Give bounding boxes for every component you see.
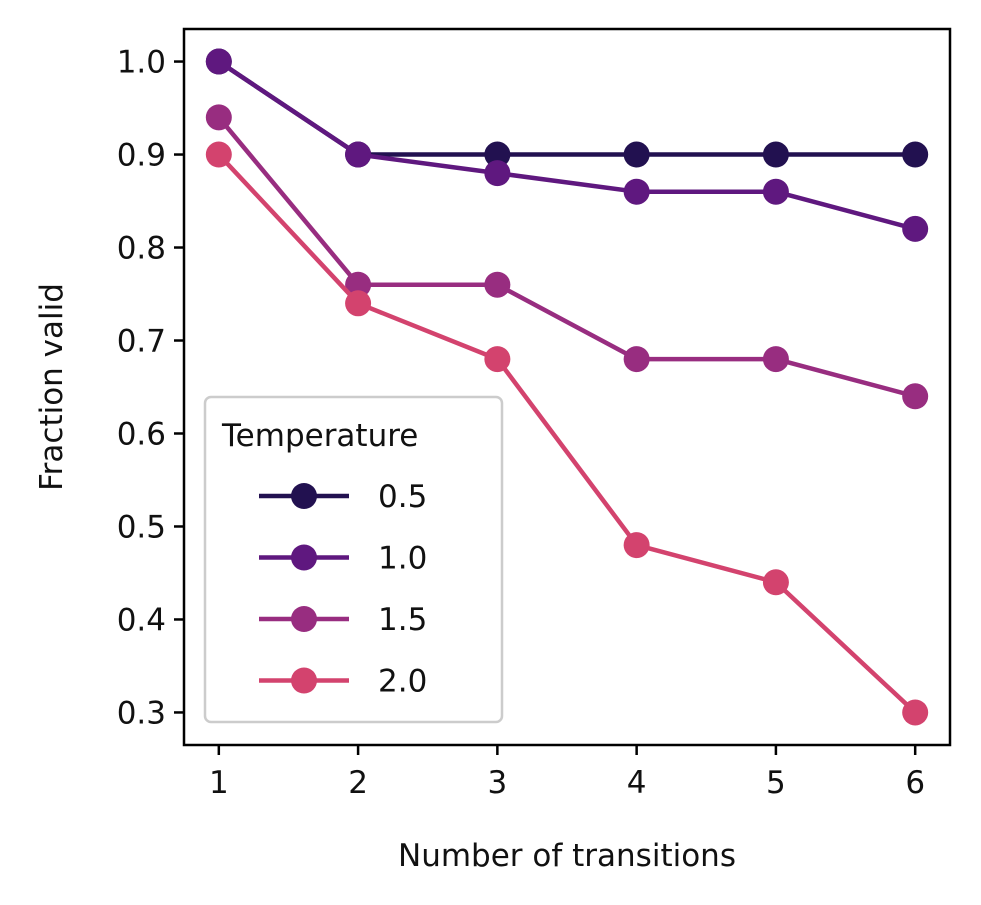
data-point (902, 215, 929, 242)
legend-entry: 0.5 (259, 479, 427, 515)
legend-title: Temperature (221, 418, 418, 454)
y-tick-label: 0.3 (117, 695, 166, 731)
data-point (902, 699, 929, 726)
series-line (217, 59, 916, 157)
y-tick-label: 0.7 (117, 324, 166, 360)
legend-entry: 1.0 (259, 541, 427, 577)
legend-label: 1.5 (378, 602, 427, 638)
data-point (902, 383, 929, 410)
data-point (762, 141, 789, 168)
legend-entry: 2.0 (259, 664, 427, 700)
legend-marker (291, 544, 317, 571)
y-axis-label: Fraction valid (34, 283, 70, 491)
y-axis-ticks: 0.3 0.4 0.5 0.6 0.7 0.8 0.9 1.0 (117, 45, 184, 731)
legend-entries: 0.5 1.0 1.5 2.0 (259, 479, 427, 700)
series-1.0 (205, 48, 929, 242)
y-tick-label: 1.0 (117, 45, 166, 81)
y-tick-label: 0.4 (117, 602, 166, 638)
legend-box (203, 395, 504, 724)
data-point (345, 141, 372, 168)
x-axis-label: Number of transitions (398, 838, 736, 874)
legend-marker (291, 483, 317, 509)
data-point (484, 346, 511, 373)
data-point (205, 48, 232, 75)
series-line (217, 152, 917, 715)
data-point (345, 290, 372, 317)
x-tick-label: 4 (627, 765, 647, 801)
series-2.0 (205, 141, 929, 726)
data-point (762, 569, 789, 596)
data-point (484, 141, 511, 168)
series-1.5 (205, 104, 929, 410)
data-point (205, 141, 232, 168)
x-tick-label: 5 (766, 765, 786, 801)
data-point (623, 346, 650, 373)
series-line (217, 59, 916, 232)
legend-label: 2.0 (378, 664, 427, 700)
series-0.5 (205, 48, 929, 168)
y-tick-label: 0.9 (117, 138, 166, 174)
y-tick-label: 0.6 (117, 416, 166, 452)
data-point (623, 178, 650, 205)
data-point (484, 160, 511, 187)
x-tick-label: 2 (348, 765, 368, 801)
data-point (762, 178, 789, 205)
legend-entry: 1.5 (259, 602, 427, 638)
y-tick-label: 0.8 (117, 231, 166, 267)
data-point (345, 271, 372, 298)
x-tick-label: 1 (209, 765, 229, 801)
legend-label: 1.0 (378, 541, 427, 577)
data-point (205, 104, 232, 131)
legend-label: 0.5 (378, 479, 427, 515)
plot-frame (182, 27, 952, 747)
series-layer (205, 48, 929, 726)
x-tick-label: 3 (487, 765, 507, 801)
x-tick-label: 6 (905, 765, 925, 801)
data-point (484, 271, 511, 298)
data-point (623, 532, 650, 559)
legend-marker (291, 606, 317, 632)
legend-marker (291, 667, 317, 694)
y-tick-label: 0.5 (117, 509, 166, 545)
x-axis-ticks: 1 2 3 4 5 6 (209, 745, 925, 801)
data-point (762, 346, 789, 373)
data-point (623, 141, 650, 168)
legend: Temperature 0.5 1.0 1.5 2.0 (203, 395, 504, 724)
data-point (902, 141, 929, 168)
series-line (217, 115, 916, 399)
